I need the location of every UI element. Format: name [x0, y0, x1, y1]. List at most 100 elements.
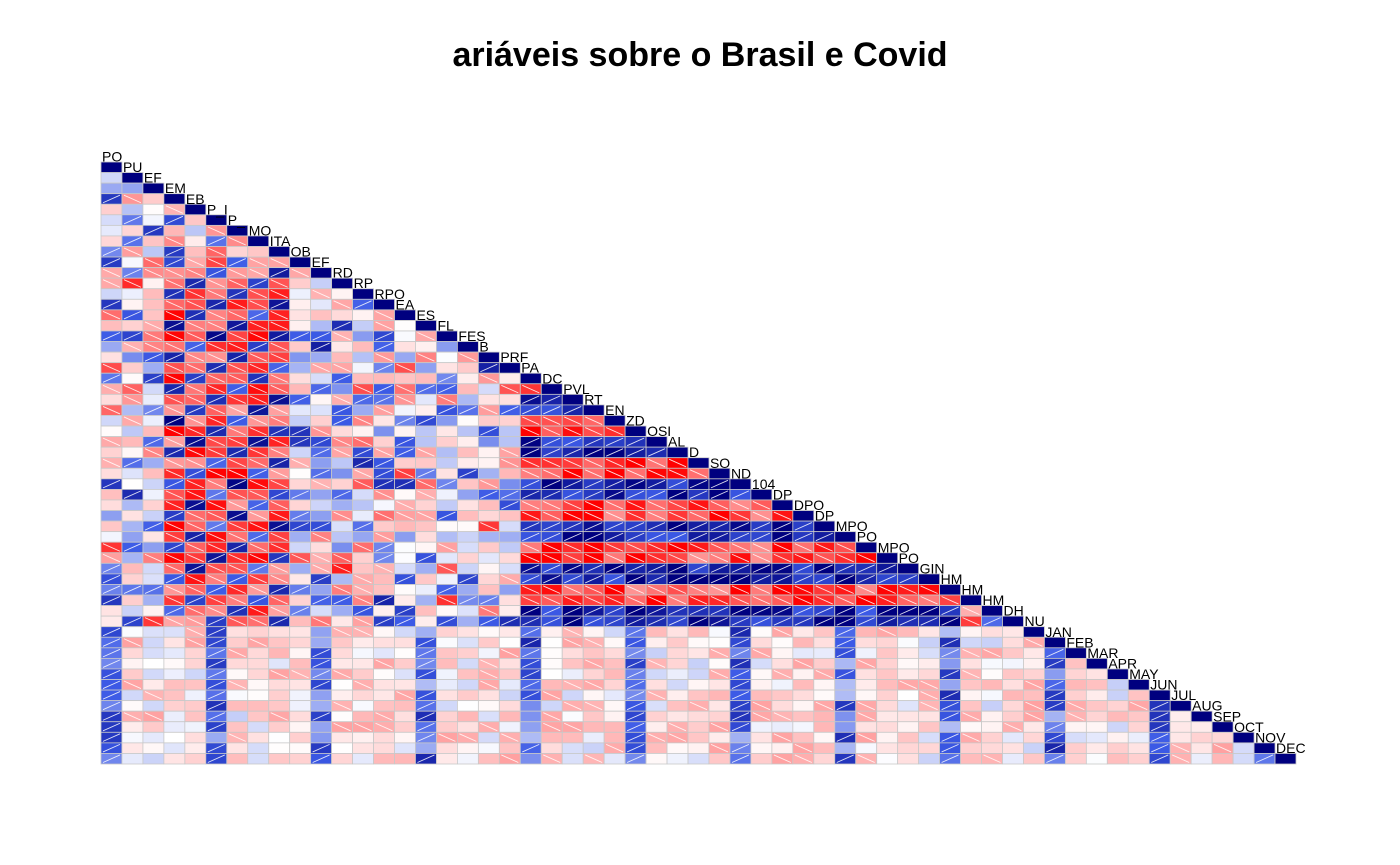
correlation-sign-mark	[1213, 743, 1232, 753]
correlation-sign-mark	[710, 479, 729, 489]
correlation-cell	[561, 753, 584, 765]
correlation-sign-mark	[207, 490, 225, 499]
correlation-sign-mark	[165, 310, 184, 320]
correlation-cell	[456, 562, 479, 575]
correlation-sign-mark	[543, 448, 561, 457]
correlation-sign-mark	[165, 522, 184, 531]
correlation-sign-mark	[752, 701, 771, 711]
correlation-sign-mark	[102, 258, 121, 267]
correlation-sign-mark	[396, 363, 414, 373]
correlation-sign-mark	[291, 522, 309, 531]
correlation-sign-mark	[165, 405, 184, 415]
correlation-cell	[142, 309, 165, 321]
correlation-sign-mark	[626, 606, 645, 616]
correlation-sign-mark	[668, 490, 687, 499]
correlation-sign-mark	[102, 279, 121, 288]
correlation-cell	[289, 415, 312, 427]
correlation-cell	[100, 351, 123, 364]
correlation-cell	[121, 594, 144, 606]
correlation-sign-mark	[186, 427, 205, 436]
correlation-sign-mark	[480, 659, 498, 668]
correlation-cell	[184, 246, 207, 258]
correlation-cell	[394, 404, 416, 416]
correlation-cell	[310, 731, 333, 744]
correlation-cell	[436, 679, 458, 691]
correlation-sign-mark	[207, 680, 225, 689]
correlation-sign-mark	[647, 617, 666, 626]
variable-label: SEP	[1213, 708, 1241, 724]
correlation-cell	[813, 647, 836, 659]
correlation-sign-mark	[375, 332, 393, 341]
correlation-sign-mark	[207, 395, 225, 404]
correlation-cell	[876, 710, 899, 723]
correlation-sign-mark	[333, 701, 351, 711]
correlation-sign-mark	[123, 384, 142, 394]
correlation-cell	[918, 668, 940, 680]
correlation-sign-mark	[270, 574, 288, 584]
correlation-cell	[456, 605, 479, 617]
correlation-cell	[1064, 731, 1087, 744]
correlation-sign-mark	[165, 501, 184, 510]
correlation-sign-mark	[836, 754, 854, 763]
correlation-sign-mark	[207, 659, 225, 668]
correlation-cell	[1085, 700, 1108, 712]
correlation-sign-mark	[102, 691, 121, 700]
correlation-sign-mark	[375, 405, 393, 415]
correlation-sign-mark	[585, 606, 603, 616]
correlation-sign-mark	[417, 722, 435, 732]
correlation-cell	[121, 742, 144, 754]
correlation-cell	[415, 520, 437, 533]
correlation-sign-mark	[689, 585, 708, 594]
correlation-sign-mark	[501, 384, 519, 394]
correlation-cell	[121, 362, 144, 374]
correlation-sign-mark	[815, 670, 833, 679]
correlation-cell	[708, 700, 731, 712]
correlation-cell	[498, 721, 521, 733]
correlation-sign-mark	[123, 342, 142, 352]
correlation-sign-mark	[333, 448, 351, 457]
correlation-sign-mark	[585, 574, 603, 584]
correlation-cell	[163, 668, 186, 680]
correlation-cell	[394, 457, 416, 469]
correlation-sign-mark	[186, 332, 205, 341]
correlation-cell	[289, 573, 312, 585]
correlation-cell	[289, 362, 312, 374]
correlation-sign-mark	[354, 300, 372, 309]
correlation-sign-mark	[815, 553, 833, 563]
correlation-cell	[226, 689, 249, 702]
correlation-cell	[981, 700, 1003, 712]
correlation-sign-mark	[249, 437, 267, 447]
correlation-sign-mark	[480, 596, 498, 605]
correlation-cell	[352, 636, 374, 649]
correlation-sign-mark	[228, 532, 246, 542]
correlation-sign-mark	[710, 522, 729, 531]
correlation-sign-mark	[647, 691, 666, 700]
correlation-sign-mark	[144, 585, 163, 594]
correlation-sign-mark	[207, 648, 225, 658]
correlation-sign-mark	[731, 680, 750, 689]
variable-label: P_	[228, 212, 245, 228]
correlation-sign-mark	[794, 596, 812, 605]
correlation-sign-mark	[689, 606, 708, 616]
correlation-cell	[1044, 668, 1066, 680]
correlation-cell	[100, 531, 123, 543]
correlation-cell	[855, 636, 878, 649]
correlation-sign-mark	[249, 532, 267, 542]
correlation-cell	[498, 562, 521, 575]
correlation-cell	[540, 636, 563, 649]
correlation-sign-mark	[564, 627, 582, 637]
correlation-sign-mark	[564, 448, 582, 457]
correlation-sign-mark	[752, 574, 771, 584]
correlation-cell	[184, 679, 207, 691]
correlation-cell	[184, 700, 207, 712]
correlation-sign-mark	[417, 648, 435, 658]
correlation-sign-mark	[626, 754, 645, 763]
correlation-sign-mark	[1151, 701, 1169, 711]
correlation-cell	[603, 679, 626, 691]
correlation-cell	[163, 731, 186, 744]
correlation-cell	[331, 573, 353, 585]
correlation-sign-mark	[731, 617, 750, 626]
correlation-sign-mark	[438, 596, 456, 605]
correlation-cell	[813, 657, 836, 670]
